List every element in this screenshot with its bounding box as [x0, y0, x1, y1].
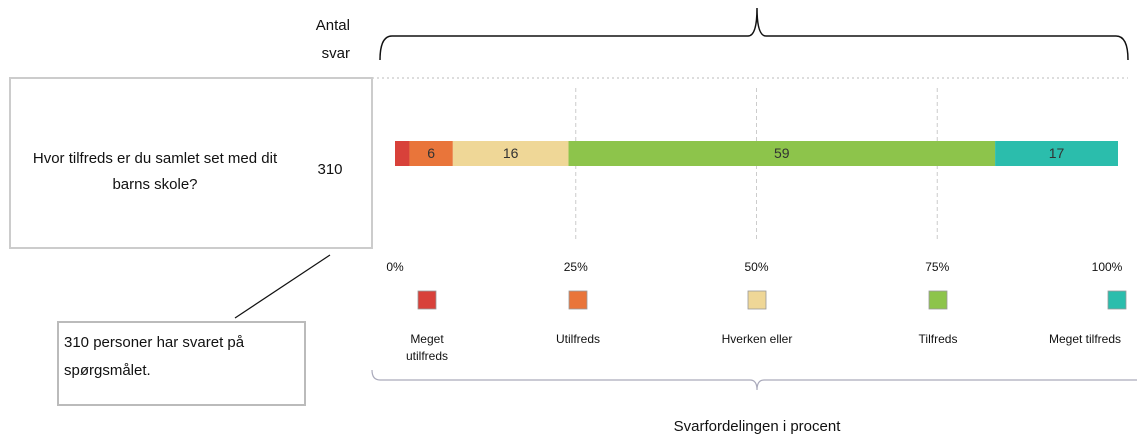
legend-label: Hverken eller: [721, 332, 793, 346]
bar-segment: [995, 141, 1118, 166]
count: 310: [317, 161, 343, 178]
question-box: [9, 77, 373, 249]
legend-label: Utilfreds: [555, 332, 600, 346]
annotation: 310 personer har svaret på spørgsmålet.: [64, 334, 245, 379]
bar-segment: [395, 141, 410, 166]
legend-swatch: [1107, 290, 1127, 310]
legend-label: Tilfreds: [918, 332, 958, 346]
bar-segment: [568, 141, 996, 166]
x-axis-label: Svarfordelingen i procent: [673, 418, 841, 435]
legend-label: Meget tilfreds: [1048, 332, 1122, 346]
value-label: 59: [774, 145, 790, 161]
legend-swatch: [928, 290, 948, 310]
x-tick-label: 0%: [386, 260, 404, 274]
x-tick-label: 75%: [925, 260, 950, 274]
x-tick-label: 100%: [1091, 260, 1123, 274]
value-label: 6: [427, 145, 435, 161]
leader-line: [234, 254, 331, 319]
legend-swatch: [747, 290, 767, 310]
x-tick-label: 25%: [563, 260, 588, 274]
annotation-box: [57, 321, 306, 406]
legend-swatch: [417, 290, 437, 310]
count-header: Antal svar: [315, 17, 350, 62]
bottom-brace: [371, 369, 1137, 391]
value-label: 16: [503, 145, 519, 161]
bar-segment: [452, 141, 569, 166]
legend-swatch: [568, 290, 588, 310]
bar-segment: [409, 141, 453, 166]
legend-label: Meget utilfreds: [405, 332, 449, 363]
x-tick-label: 50%: [744, 260, 769, 274]
question: Hvor tilfreds er du samlet set med dit b…: [32, 150, 278, 193]
value-label: 17: [1049, 145, 1065, 161]
top-brace: [379, 7, 1129, 61]
